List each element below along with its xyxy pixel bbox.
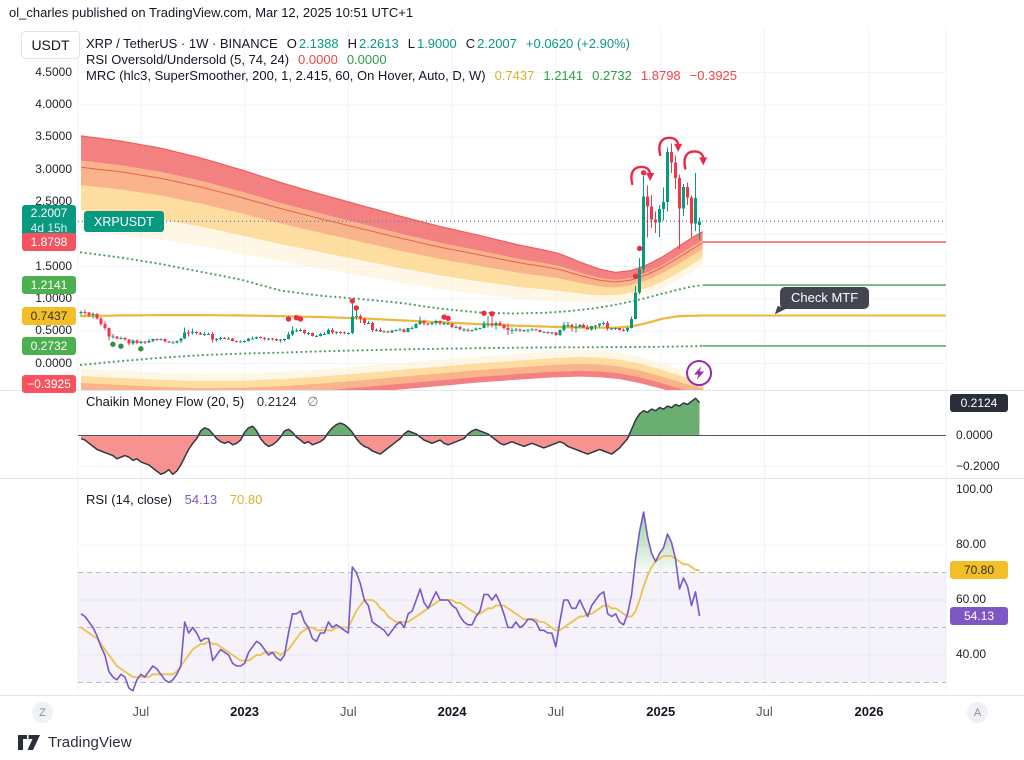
scroll-edge-left[interactable]: Z [32,702,53,723]
price-axis-label-0.0000: 0.0000 [35,355,72,370]
rsi-legend-row[interactable]: RSI (14, close) 54.13 70.80 [86,492,262,507]
legend-rsi-signal-row[interactable]: RSI Oversold/Undersold (5, 74, 24) 0.000… [86,52,737,68]
price-level-badge-0.7437: 0.7437 [22,306,76,325]
rsi-signal-value-1: 0.0000 [346,52,387,67]
cmf-value: 0.2124 [256,394,297,409]
ohlc-open-key: O [286,36,297,51]
flash-icon[interactable] [686,360,713,387]
legend-mrc-row[interactable]: MRC (hlc3, SuperSmoother, 200, 1, 2.415,… [86,68,737,84]
price-level-badge-−0.3925: −0.3925 [22,375,76,393]
mrc-value-3: 1.8798 [640,68,681,83]
rsi-value: 54.13 [184,492,218,507]
currency-scale-button[interactable]: USDT [21,31,80,59]
tradingview-logo[interactable]: TradingView [18,734,132,751]
cmf-title: Chaikin Money Flow (20, 5) [86,394,245,409]
mrc-title: MRC (hlc3, SuperSmoother, 200, 1, 2.415,… [86,68,486,83]
price-axis-label-4.5000: 4.5000 [35,64,72,79]
rsi-axis-label-40.00: 40.00 [956,647,987,661]
rsi-axis-label-80.00: 80.00 [956,537,987,551]
publish-note: ol_charles published on TradingView.com,… [9,5,414,20]
cmf-axis-label-−0.2000: −0.2000 [956,458,1000,473]
time-label-Jul: Jul [132,704,150,719]
time-label-Jul: Jul [547,704,565,719]
current-price-value: 2.2007 [30,206,68,221]
cmf-legend-row[interactable]: Chaikin Money Flow (20, 5) 0.2124 ∅ [86,394,319,410]
rsi-value-badge-70.80: 70.80 [950,561,1008,580]
price-level-badge-1.2141: 1.2141 [22,276,76,295]
change-value: +0.0620 (+2.90%) [525,36,630,51]
price-pane [78,135,946,390]
legend-symbol-row[interactable]: XRP / TetherUS · 1W · BINANCE O 2.1388 H… [86,36,737,52]
current-price-badge[interactable]: 2.2007 4d 15h [22,205,76,238]
symbol-flag-label[interactable]: XRPUSDT [84,211,164,233]
time-label-Jul: Jul [756,704,773,719]
time-label-2024: 2024 [437,704,467,719]
price-axis-label-1.5000: 1.5000 [35,258,72,273]
cmf-value-badge: 0.2124 [950,393,1008,412]
time-label-2025: 2025 [646,704,676,719]
mrc-value-2: 0.2732 [592,68,632,83]
bar-countdown: 4d 15h [30,221,68,236]
mrc-value-4: −0.3925 [689,68,738,83]
ohlc-high-value: 2.2613 [358,36,399,51]
ohlc-close-value: 2.2007 [477,36,517,51]
rsi-axis-label-60.00: 60.00 [956,592,987,606]
price-axis-label-0.5000: 0.5000 [35,323,72,338]
ohlc-low-key: L [407,36,415,51]
price-axis-label-4.0000: 4.0000 [35,96,72,111]
mrc-value-0: 0.7437 [494,68,535,83]
tradingview-logo-icon [18,735,40,750]
rsi-signal-value-0: 0.0000 [298,52,338,67]
rsi-ma-value: 70.80 [229,492,263,507]
ohlc-open-value: 2.1388 [298,36,339,51]
price-axis-label-1.0000: 1.0000 [35,290,72,305]
price-axis-label-3.5000: 3.5000 [35,129,72,144]
grid [77,28,947,692]
check-mtf-tooltip[interactable]: Check MTF [780,287,870,309]
rsi-pane [78,511,946,692]
price-axis-label-3.0000: 3.0000 [35,161,72,176]
ohlc-low-value: 1.9000 [416,36,457,51]
time-label-Jul: Jul [340,704,357,719]
symbol-title: XRP / TetherUS · 1W · BINANCE [86,36,278,51]
candles [79,143,701,346]
price-level-badge-0.2732: 0.2732 [22,336,76,355]
drawn-arrows [630,136,708,186]
rsi-title: RSI (14, close) [86,492,172,507]
scroll-edge-right[interactable]: A [967,702,988,723]
price-level-badge-1.8798: 1.8798 [22,233,76,252]
ohlc-close-key: C [465,36,476,51]
rsi-value-badge-54.13: 54.13 [950,607,1008,626]
cmf-axis-label-0.0000: 0.0000 [956,427,993,442]
time-label-2023: 2023 [230,704,260,719]
cmf-pane [80,397,701,476]
legend: XRP / TetherUS · 1W · BINANCE O 2.1388 H… [86,36,737,84]
price-axis-label-2.5000: 2.5000 [35,193,72,208]
rsi-signal-title: RSI Oversold/Undersold (5, 74, 24) [86,52,290,67]
cmf-empty-set-icon: ∅ [307,394,319,409]
mrc-value-1: 1.2141 [543,68,584,83]
rsi-axis-label-100.00: 100.00 [956,482,993,496]
brand-name: TradingView [48,734,132,751]
time-label-2026: 2026 [854,704,884,719]
ohlc-high-key: H [347,36,357,51]
